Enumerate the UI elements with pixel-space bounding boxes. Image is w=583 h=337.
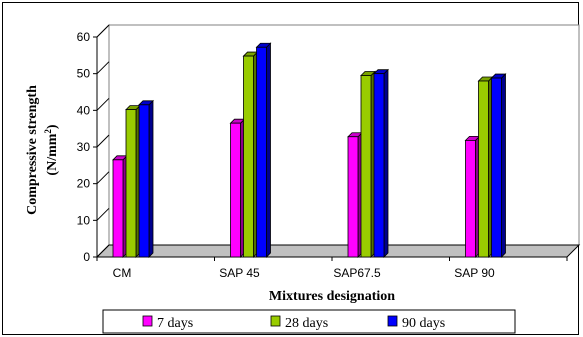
- bar-side: [383, 68, 389, 258]
- bar-front: [491, 77, 502, 258]
- y-tick-diag: [96, 244, 110, 258]
- bar-front: [360, 75, 372, 258]
- y-axis-title: Compressive strength: [25, 85, 40, 215]
- y-tick-diag: [96, 207, 110, 221]
- legend-box: [102, 309, 516, 334]
- bar: [464, 135, 481, 258]
- bar: [477, 76, 494, 258]
- legend-swatch: [142, 315, 153, 327]
- bar: [490, 73, 507, 258]
- legend-label: 28 days: [285, 316, 328, 331]
- bar: [360, 70, 376, 258]
- bar-front: [478, 80, 489, 258]
- bar: [255, 42, 272, 258]
- legend-swatch: [270, 315, 281, 327]
- x-tick-label: CM: [113, 266, 132, 280]
- y-tick-diag: [96, 134, 110, 148]
- bars-layer: [112, 42, 507, 258]
- bar-front: [347, 136, 359, 258]
- y-tick-diag: [96, 97, 110, 111]
- y-tick-label: 30: [77, 140, 91, 154]
- legend: 7 days 28 days 90 days: [102, 309, 516, 334]
- bar-front: [138, 104, 150, 258]
- bar-side: [148, 99, 154, 258]
- legend-label: 7 days: [157, 316, 193, 331]
- legend-label: 90 days: [402, 316, 445, 331]
- floor: [95, 244, 581, 258]
- y-tick-diag: [96, 61, 110, 75]
- bar-front: [243, 55, 254, 258]
- bar-front: [256, 46, 267, 258]
- y-tick-diag: [96, 24, 110, 38]
- labels-layer: Compressive strength (N/mm2) Mixtures de…: [25, 85, 395, 304]
- y-axis-title-line1: Compressive strength: [25, 85, 40, 215]
- bar: [242, 51, 259, 258]
- bar-side: [501, 73, 506, 258]
- y-tick-label: 0: [83, 250, 90, 264]
- bar-front: [465, 139, 476, 258]
- bar-front: [125, 109, 137, 258]
- x-tick-label: SAP 90: [454, 266, 495, 280]
- x-axis-title: Mixtures designation: [269, 289, 395, 304]
- y-axis-title-close: ): [45, 124, 60, 129]
- y-tick-diag: [96, 171, 110, 185]
- y-tick-label: 50: [77, 67, 91, 81]
- bar: [125, 104, 141, 258]
- y-tick-label: 60: [77, 30, 91, 44]
- y-tick-label: 20: [77, 177, 91, 191]
- y-tick-label: 10: [77, 213, 91, 227]
- x-tick-label: SAP67.5: [333, 266, 381, 280]
- bar: [138, 99, 154, 258]
- bar: [112, 154, 128, 258]
- bar: [347, 131, 363, 258]
- bar: [373, 68, 389, 258]
- bar-front: [230, 122, 241, 258]
- axes-layer: 0 10 20 30 40 50 60 CM SAP 45 SAP67.5 SAP 90: [77, 23, 581, 280]
- bar: [229, 118, 246, 258]
- y-axis-title-line2: (N/mm: [45, 133, 60, 175]
- y-tick-label: 40: [77, 103, 91, 117]
- bar-side: [266, 42, 271, 258]
- bar-front: [373, 73, 385, 258]
- y-axis-title-units: (N/mm2): [43, 124, 60, 176]
- x-tick-label: SAP 45: [219, 266, 260, 280]
- y-axis-title-sup: 2: [43, 129, 53, 134]
- bar-front: [112, 159, 124, 258]
- legend-swatch: [387, 315, 398, 327]
- back-wall: [108, 24, 580, 246]
